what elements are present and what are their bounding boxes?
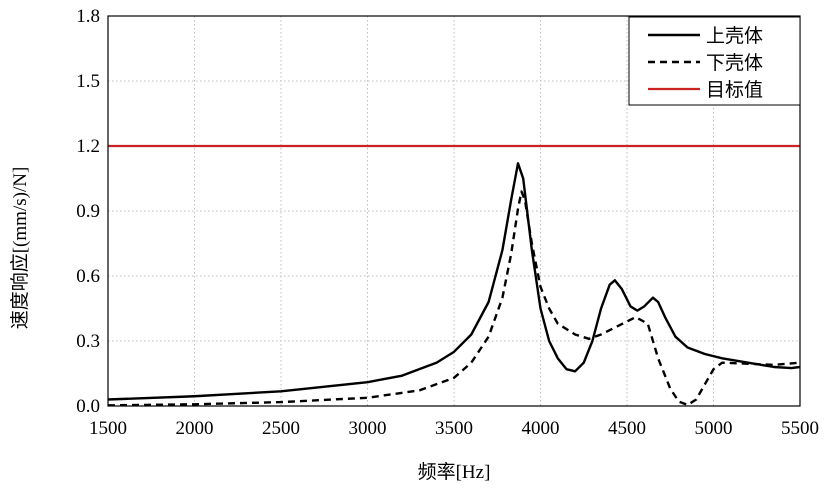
legend-box: [628, 16, 801, 106]
y-tick-label: 1.2: [76, 136, 100, 157]
x-tick-label: 1500: [89, 418, 127, 439]
y-tick-label: 0.0: [76, 396, 100, 417]
x-tick-label: 3500: [435, 418, 473, 439]
x-tick-label: 5000: [695, 418, 733, 439]
legend-label-upper-shell: 上壳体: [706, 25, 763, 47]
plot-frame: [107, 15, 801, 407]
y-tick-label: 1.5: [76, 71, 100, 92]
legend-label-lower-shell: 下壳体: [706, 52, 763, 74]
y-axis-title: 速度响应[(mm/s)/N]: [9, 167, 31, 330]
x-tick-label: 4000: [522, 418, 560, 439]
y-tick-label: 0.3: [76, 331, 100, 352]
series-lines: [107, 144, 801, 407]
y-tick-labels: 0.0 0.3 0.6 0.9 1.2 1.5 1.8: [76, 6, 100, 417]
x-tick-label: 2500: [262, 418, 300, 439]
y-tick-label: 1.8: [76, 6, 100, 27]
series-line-lower-shell: [107, 190, 801, 407]
x-tick-label: 3000: [349, 418, 387, 439]
legend-label-target-value: 目标值: [706, 79, 763, 101]
x-tick-labels: 1500 2000 2500 3000 3500 4000 4500 5000 5500: [89, 418, 819, 439]
x-axis-title: 频率[Hz]: [418, 461, 491, 483]
x-tick-label: 5500: [781, 418, 819, 439]
y-tick-label: 0.6: [76, 266, 100, 287]
series-line-upper-shell: [107, 162, 801, 401]
x-tick-label: 2000: [176, 418, 214, 439]
y-tick-label: 0.9: [76, 201, 100, 222]
x-tick-label: 4500: [608, 418, 646, 439]
